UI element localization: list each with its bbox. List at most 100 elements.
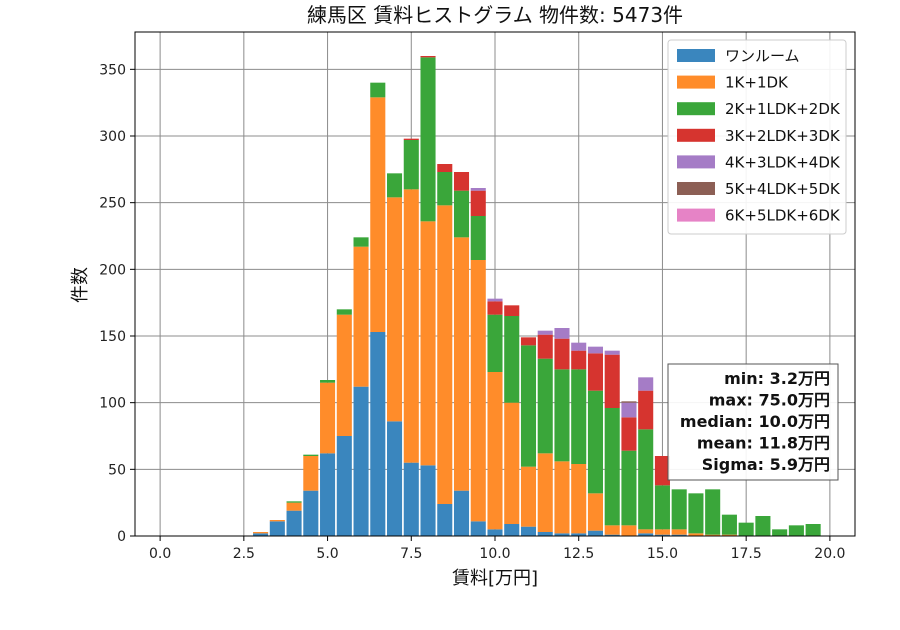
bar-segment — [738, 522, 754, 536]
stats-line: Sigma: 5.9万円 — [702, 455, 830, 474]
legend-swatch — [677, 182, 715, 195]
bar-segment — [654, 456, 670, 486]
bar-segment — [403, 140, 419, 190]
stats-box: min: 3.2万円 max: 75.0万円 median: 10.0万円 mean:… — [667, 363, 839, 481]
x-tick-label: 15.0 — [647, 546, 678, 562]
bar-segment — [621, 402, 637, 418]
legend-swatch — [677, 208, 715, 222]
bar-segment — [537, 453, 553, 532]
bar-segment — [487, 529, 503, 536]
bar-segment — [320, 380, 336, 383]
bar-segment — [370, 332, 386, 536]
x-axis-label: 賃料[万円] — [452, 568, 538, 589]
bar-segment — [571, 350, 587, 370]
bar-segment — [387, 173, 403, 198]
x-tick-label: 12.5 — [563, 546, 594, 562]
bar-segment — [671, 489, 687, 530]
bar-segment — [370, 82, 386, 98]
y-tick-label: 300 — [99, 129, 126, 145]
bar-segment — [571, 342, 587, 351]
bar-segment — [470, 260, 486, 522]
bar-segment — [755, 516, 771, 536]
y-tick-label: 350 — [99, 62, 126, 78]
bar-segment — [320, 382, 336, 454]
bar-segment — [353, 386, 369, 536]
bar-segment — [688, 493, 704, 534]
legend-label: 5K+4LDK+5DK — [725, 180, 841, 198]
bar-segment — [772, 529, 788, 536]
bar-segment — [487, 372, 503, 530]
bar-segment — [336, 436, 352, 536]
bar-segment — [587, 493, 603, 531]
bar-segment — [487, 298, 503, 302]
bar-segment — [504, 402, 520, 524]
bar-segment — [554, 328, 570, 339]
bar-segment — [638, 390, 654, 430]
bar-segment — [420, 465, 436, 536]
bar-segment — [638, 377, 654, 391]
bar-segment — [587, 530, 603, 536]
bar-segment — [705, 534, 721, 536]
bar-segment — [403, 462, 419, 536]
bar-segment — [604, 408, 620, 526]
stats-line: mean: 11.8万円 — [697, 434, 830, 453]
y-tick-label: 250 — [99, 196, 126, 212]
y-tick-label: 150 — [99, 329, 126, 345]
bar-segment — [671, 534, 687, 536]
bar-segment — [537, 358, 553, 454]
bar-segment — [805, 524, 821, 536]
bar-segment — [470, 216, 486, 260]
bar-segment — [788, 525, 804, 536]
bar-segment — [320, 453, 336, 536]
y-tick-label: 200 — [99, 262, 126, 278]
bar-segment — [253, 532, 269, 534]
legend-label: ワンルーム — [725, 47, 800, 65]
bar-segment — [721, 534, 737, 536]
bar-segment — [269, 521, 285, 536]
bar-segment — [621, 401, 637, 403]
bar-segment — [470, 188, 486, 191]
bar-segment — [420, 221, 436, 466]
bar-segment — [504, 524, 520, 536]
bar-segment — [353, 237, 369, 247]
bar-segment — [470, 521, 486, 536]
legend-label: 6K+5LDK+6DK — [725, 207, 841, 225]
x-tick-label: 20.0 — [814, 546, 845, 562]
bar-segment — [705, 489, 721, 535]
x-tick-label: 2.5 — [233, 546, 255, 562]
legend-swatch — [677, 155, 715, 169]
bar-segment — [554, 533, 570, 536]
x-tick-label: 10.0 — [479, 546, 510, 562]
x-tick-label: 5.0 — [316, 546, 338, 562]
bar-segment — [537, 532, 553, 536]
chart-title: 練馬区 賃料ヒストグラム 物件数: 5473件 — [307, 3, 683, 27]
bar-segment — [571, 533, 587, 536]
x-tick-label: 0.0 — [149, 546, 171, 562]
legend-label: 4K+3LDK+4DK — [725, 153, 841, 171]
bar-segment — [604, 525, 620, 535]
bar-segment — [554, 338, 570, 370]
bar-segment — [638, 533, 654, 536]
bar-segment — [671, 529, 687, 535]
bar-segment — [554, 369, 570, 462]
legend-swatch — [677, 75, 715, 89]
bar-segment — [286, 502, 302, 511]
bar-segment — [504, 316, 520, 403]
bar-segment — [370, 97, 386, 332]
bar-segment — [688, 533, 704, 536]
bar-segment — [286, 510, 302, 536]
stacked-bars — [253, 56, 821, 536]
bar-segment — [453, 490, 470, 536]
bar-segment — [403, 189, 419, 463]
bar-segment — [437, 172, 453, 206]
legend: ワンルーム 1K+1DK 2K+1LDK+2DK 3K+2LDK+3DK 4K+3LDK… — [667, 39, 847, 235]
bar-segment — [504, 305, 520, 316]
legend-swatch — [677, 128, 715, 142]
bar-segment — [387, 197, 403, 422]
bar-segment — [353, 246, 369, 387]
bar-segment — [604, 534, 620, 536]
bar-segment — [587, 346, 603, 354]
bar-segment — [621, 417, 637, 451]
bar-segment — [437, 164, 453, 172]
